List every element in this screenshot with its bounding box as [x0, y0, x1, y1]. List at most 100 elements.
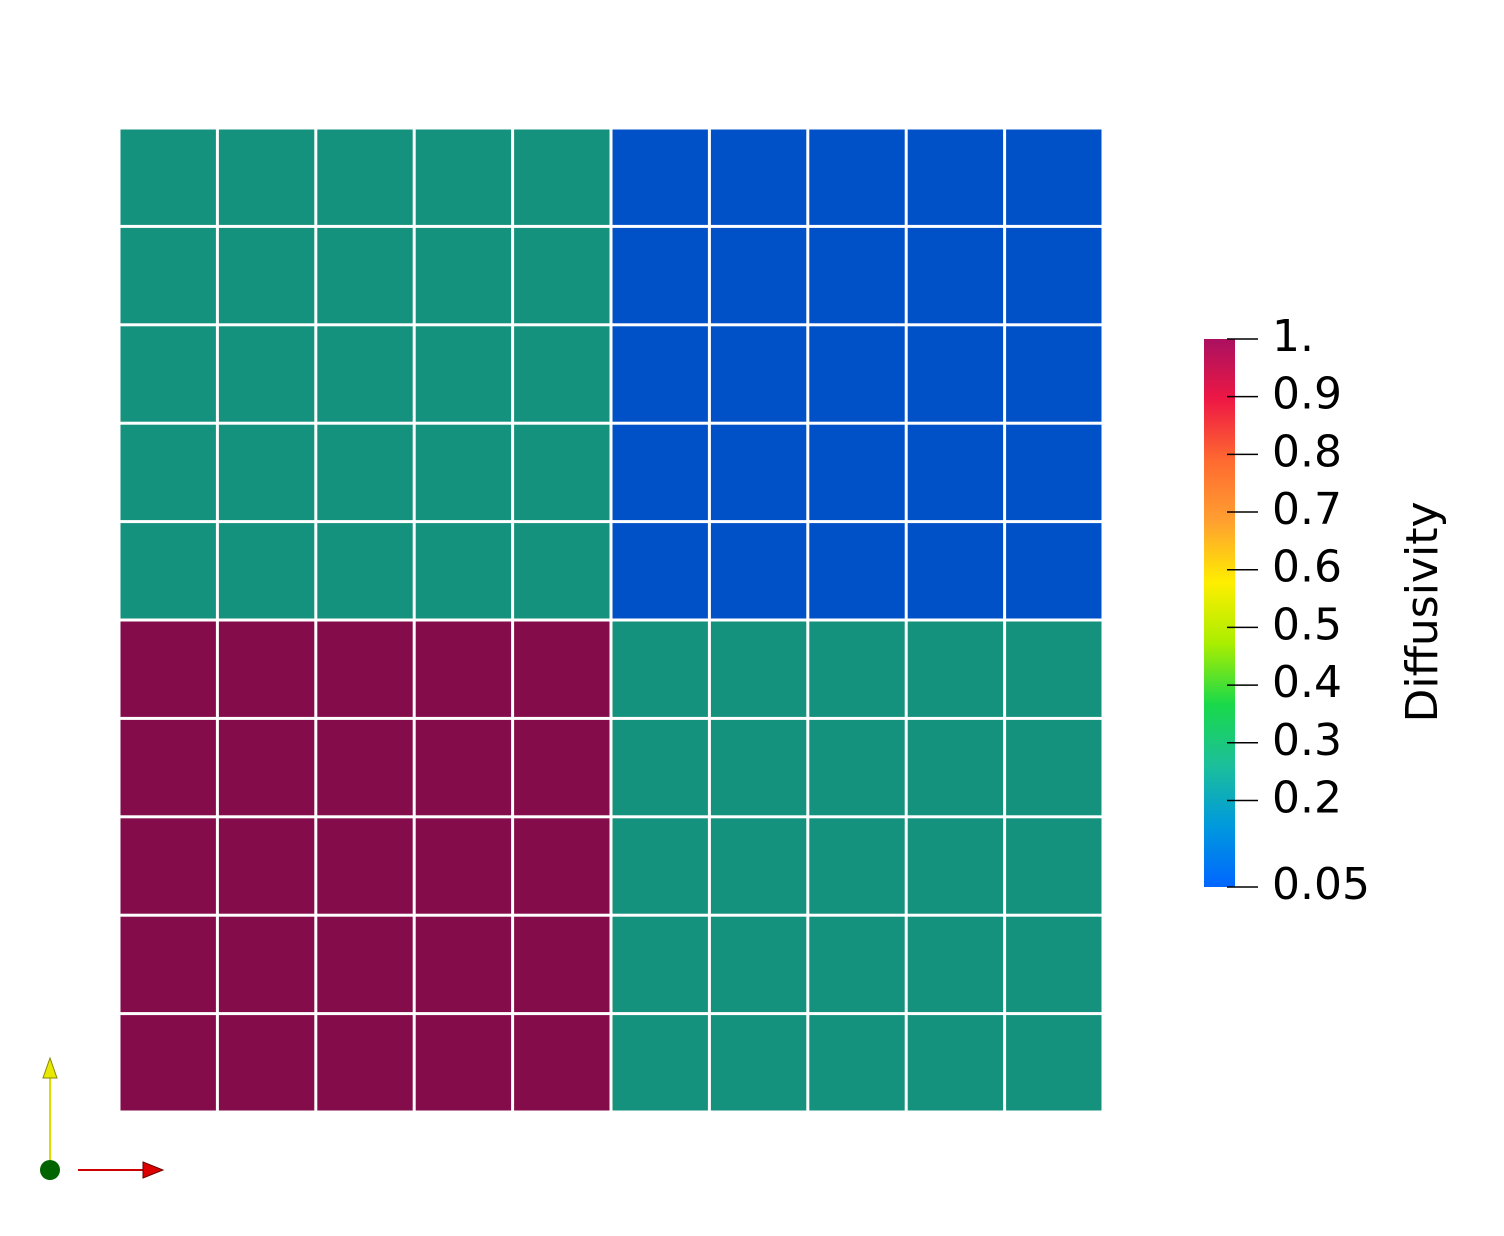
cell	[612, 424, 708, 521]
cell	[809, 523, 905, 619]
cell	[710, 129, 807, 225]
cell	[120, 424, 216, 521]
y-arrow-head	[42, 1056, 58, 1079]
cell	[120, 326, 216, 422]
cell	[120, 621, 216, 717]
cell	[120, 129, 216, 225]
cell	[514, 129, 610, 225]
cell	[514, 719, 610, 816]
cell	[120, 523, 216, 619]
cell	[415, 424, 512, 521]
cell	[710, 424, 807, 521]
cell	[809, 129, 905, 225]
cell	[415, 523, 512, 619]
colorbar-tick-label: 0.4	[1272, 657, 1342, 708]
cell	[612, 326, 708, 422]
cell	[907, 1015, 1004, 1111]
cell	[1006, 621, 1102, 717]
cell	[809, 227, 905, 324]
orientation-axes	[40, 1056, 165, 1180]
cell	[612, 621, 708, 717]
cell	[710, 916, 807, 1013]
cell	[809, 621, 905, 717]
cell	[809, 424, 905, 521]
cell	[218, 621, 315, 717]
cell	[907, 523, 1004, 619]
cell	[317, 227, 413, 324]
colorbar-tick-label: 1.	[1272, 311, 1314, 362]
cell	[415, 818, 512, 914]
cell	[317, 129, 413, 225]
cell	[1006, 326, 1102, 422]
cell	[710, 719, 807, 816]
cell	[1006, 523, 1102, 619]
cell	[415, 621, 512, 717]
cell	[514, 818, 610, 914]
cell	[907, 227, 1004, 324]
cell	[514, 621, 610, 717]
cell	[710, 621, 807, 717]
cell	[218, 129, 315, 225]
cell	[218, 326, 315, 422]
cell	[415, 1015, 512, 1111]
colorbar-tick-label: 0.7	[1272, 484, 1342, 535]
cell	[317, 916, 413, 1013]
cell	[907, 326, 1004, 422]
cell	[612, 818, 708, 914]
cell	[809, 326, 905, 422]
colorbar-tick-label: 0.6	[1272, 542, 1342, 593]
cell	[710, 326, 807, 422]
cell	[612, 1015, 708, 1111]
cell	[218, 719, 315, 816]
cell	[415, 227, 512, 324]
cell	[907, 621, 1004, 717]
cell	[218, 916, 315, 1013]
cell	[612, 916, 708, 1013]
cell	[415, 719, 512, 816]
cell	[809, 916, 905, 1013]
cell	[907, 818, 1004, 914]
cell	[907, 129, 1004, 225]
cell	[809, 719, 905, 816]
cell	[1006, 818, 1102, 914]
cell	[710, 227, 807, 324]
cell	[907, 424, 1004, 521]
cell	[514, 326, 610, 422]
cell	[317, 1015, 413, 1111]
colorbar-title: Diffusivity	[1397, 501, 1448, 722]
cell	[514, 1015, 610, 1111]
cell	[317, 424, 413, 521]
cell	[612, 523, 708, 619]
cell	[1006, 916, 1102, 1013]
cell	[120, 818, 216, 914]
cell	[317, 621, 413, 717]
cell	[1006, 719, 1102, 816]
cell	[809, 1015, 905, 1111]
cell	[514, 227, 610, 324]
cell	[612, 227, 708, 324]
cell	[120, 916, 216, 1013]
cell	[612, 719, 708, 816]
cell	[907, 916, 1004, 1013]
cell	[612, 129, 708, 225]
cell	[120, 1015, 216, 1111]
colorbar-tick-label: 0.9	[1272, 369, 1342, 420]
cell	[317, 818, 413, 914]
cell	[218, 227, 315, 324]
cell	[218, 1015, 315, 1111]
cell	[1006, 227, 1102, 324]
cell	[120, 227, 216, 324]
cell	[710, 1015, 807, 1111]
colorbar-tick-label: 0.05	[1272, 859, 1370, 910]
cell	[317, 523, 413, 619]
cell	[218, 424, 315, 521]
colorbar-tick-label: 0.3	[1272, 715, 1342, 766]
cell	[710, 818, 807, 914]
cell	[415, 326, 512, 422]
cell	[1006, 424, 1102, 521]
cell	[317, 719, 413, 816]
cell	[809, 818, 905, 914]
cell	[415, 916, 512, 1013]
cell	[1006, 129, 1102, 225]
